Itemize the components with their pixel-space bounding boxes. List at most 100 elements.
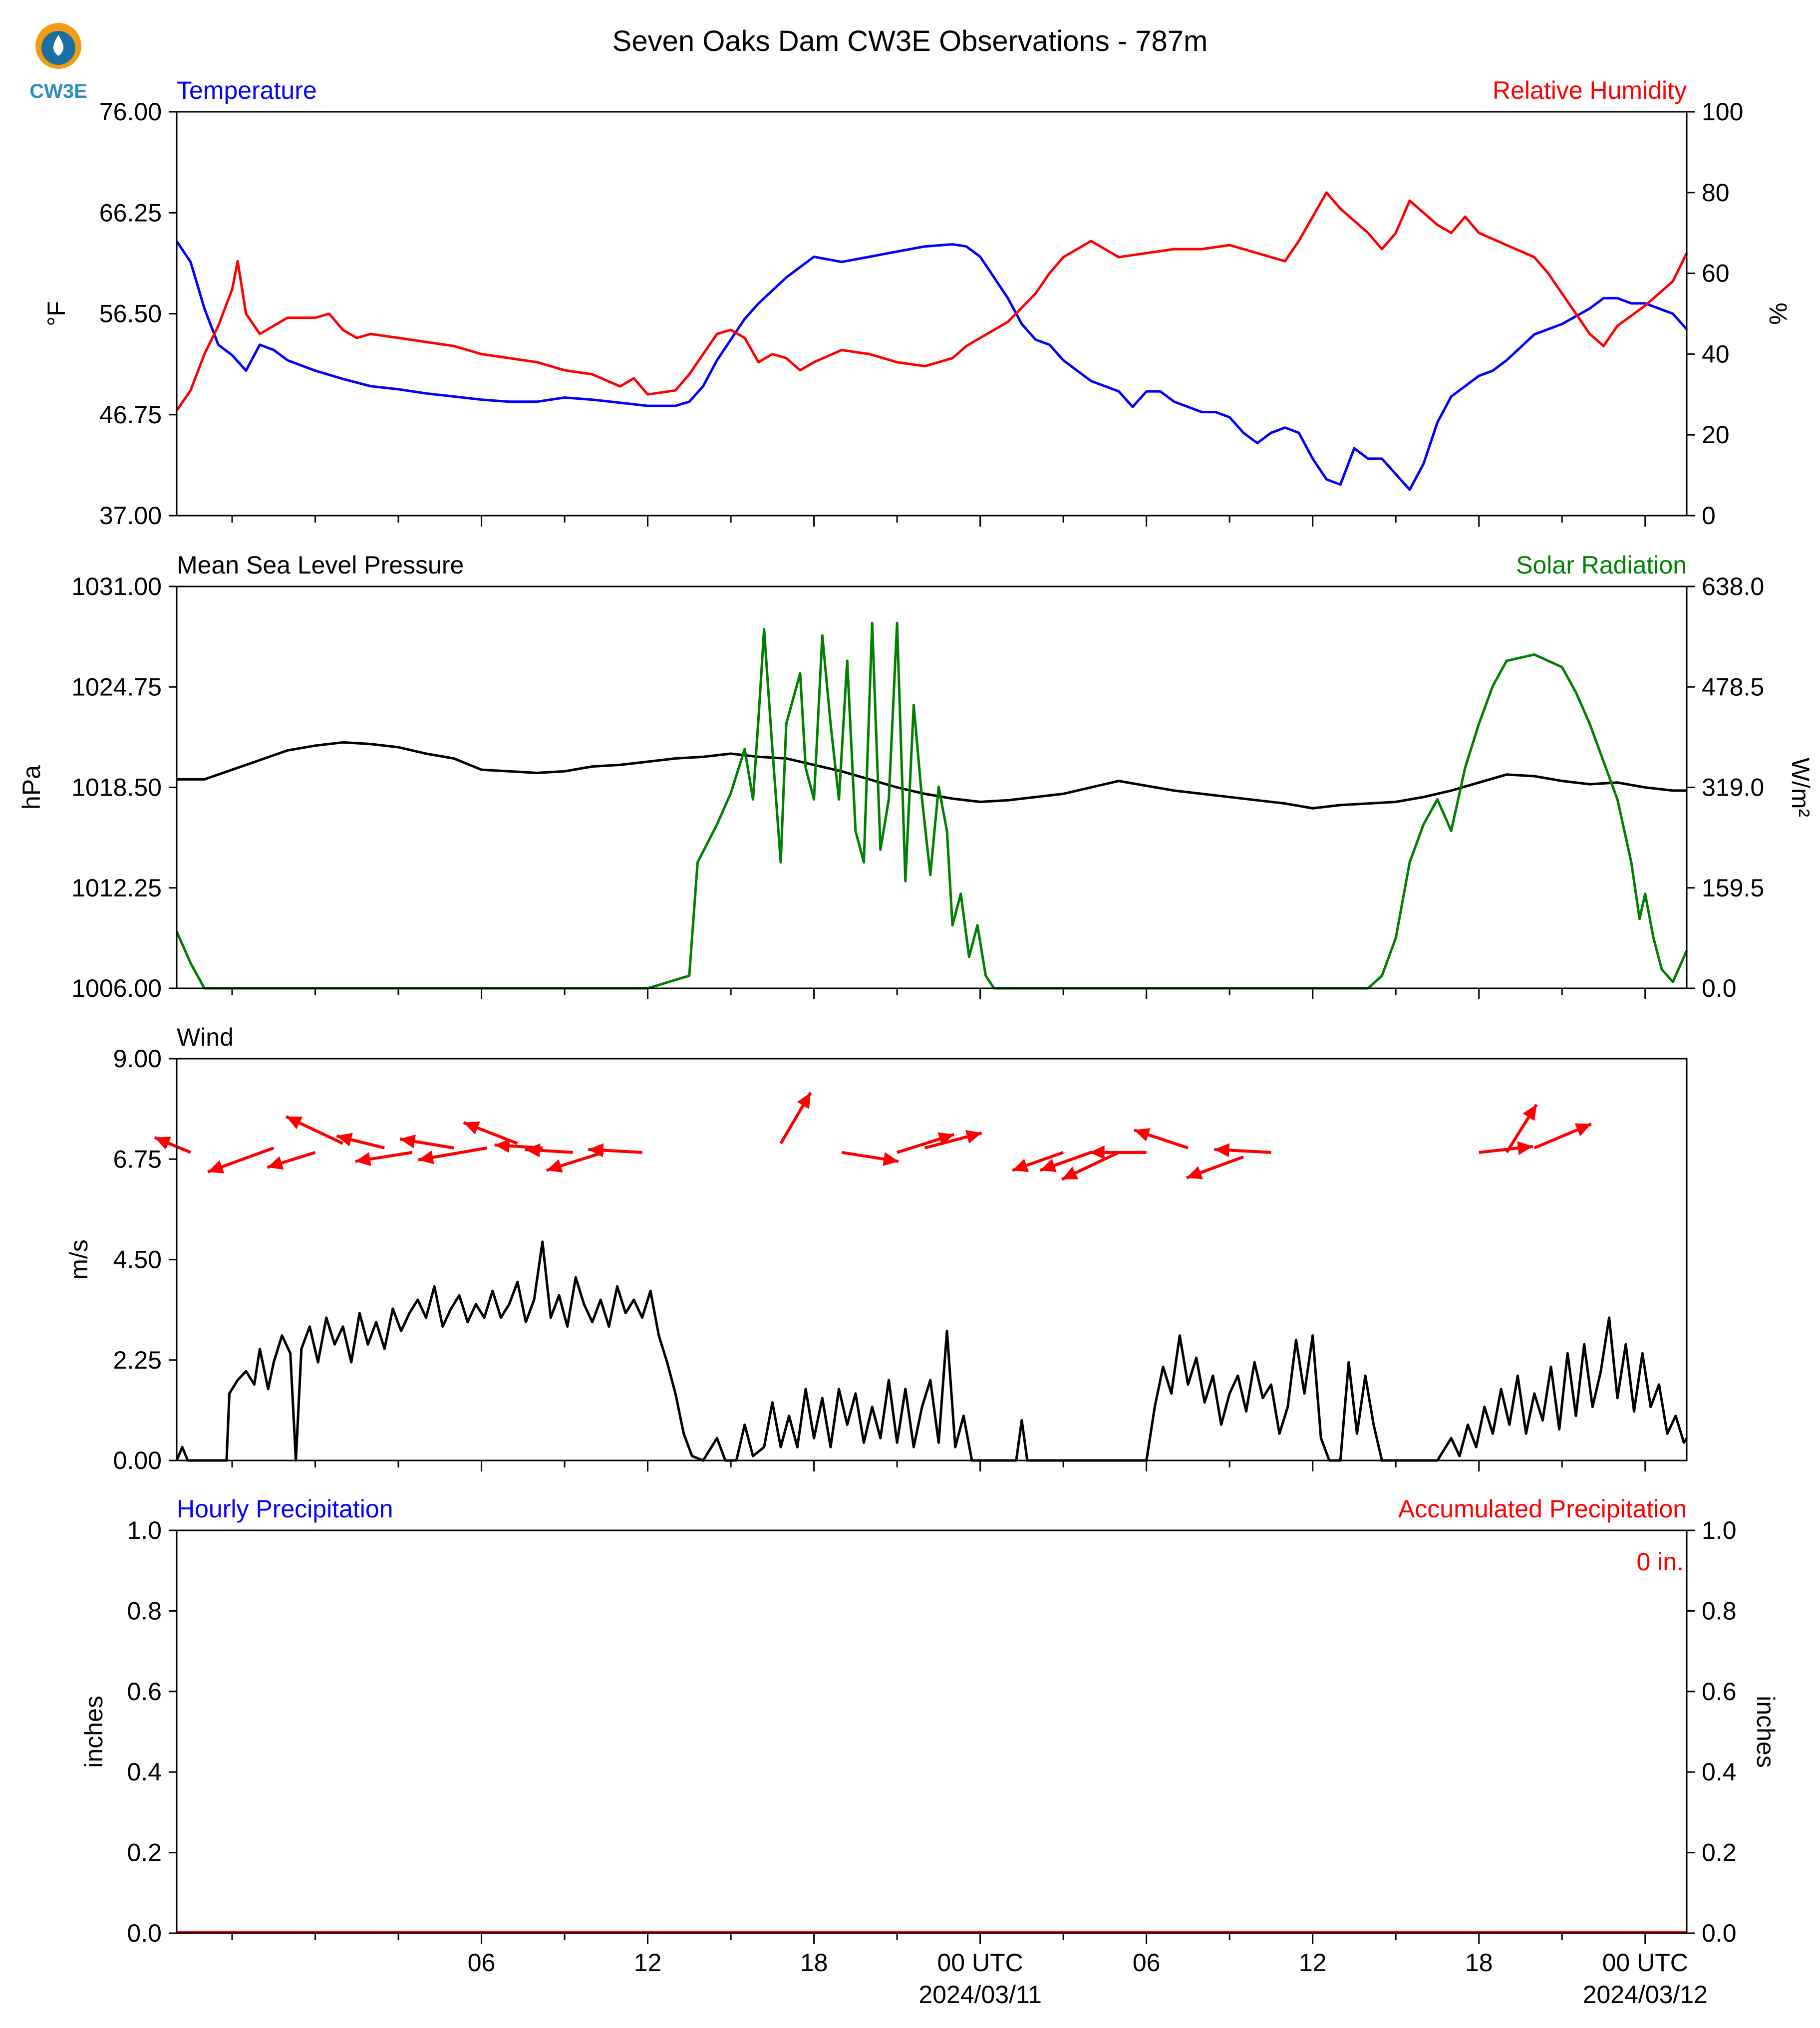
y-tick-label-right: 478.5 — [1702, 673, 1764, 701]
panel-precipitation: Hourly Precipitation Accumulated Precipit… — [80, 1495, 1780, 2009]
wind-vector — [355, 1151, 413, 1166]
y-axis-label-left: °F — [42, 301, 70, 326]
x-tick-label: 00 UTC — [1602, 1949, 1688, 1977]
wind-vector-head-icon — [1040, 1159, 1057, 1172]
y-tick-label-right: 100 — [1702, 98, 1743, 126]
y-tick-label-right: 0.6 — [1702, 1678, 1737, 1706]
x-tick-label: 18 — [1465, 1949, 1493, 1977]
y-tick-label-right: 0.8 — [1702, 1597, 1737, 1625]
figure-title: Seven Oaks Dam CW3E Observations - 787m — [612, 25, 1208, 57]
wind-vector-head-icon — [1062, 1166, 1079, 1179]
y-axis-label-left: m/s — [65, 1239, 93, 1280]
wind-vector-head-icon — [1522, 1104, 1537, 1121]
y-tick-label-left: 1012.25 — [71, 874, 162, 902]
wind-vector — [1214, 1143, 1271, 1158]
wind-vector-head-icon — [355, 1152, 371, 1166]
panel-right-title: Relative Humidity — [1493, 76, 1687, 104]
wind-vector — [841, 1151, 899, 1166]
wind-vector — [1133, 1128, 1189, 1150]
y-tick-label-left: 1031.00 — [71, 573, 162, 600]
panel-left-title: Temperature — [177, 76, 317, 104]
wind-vector — [525, 1143, 573, 1158]
wind-vector-head-icon — [154, 1137, 171, 1150]
wind-vector — [1186, 1155, 1244, 1179]
wind-vector — [1089, 1145, 1147, 1159]
wind-vector — [1533, 1123, 1592, 1150]
wind-vector-head-icon — [336, 1133, 353, 1147]
wind-vector-head-icon — [1574, 1123, 1591, 1137]
wind-vector-head-icon — [286, 1116, 303, 1130]
y-tick-label-left: 0.6 — [127, 1678, 162, 1706]
y-tick-label-left: 1006.00 — [71, 974, 162, 1002]
y-tick-label-right: 0.4 — [1702, 1758, 1737, 1786]
panel-left-title: Hourly Precipitation — [177, 1495, 393, 1523]
accumulated-annotation: 0 in. — [1636, 1548, 1684, 1576]
y-tick-label-right: 60 — [1702, 260, 1730, 288]
panel-frame — [176, 1058, 1688, 1461]
wind-vector — [418, 1146, 488, 1164]
x-tick-label: 00 UTC — [937, 1949, 1023, 1977]
y-axis-label-left: hPa — [17, 765, 45, 810]
x-tick-label: 06 — [468, 1949, 496, 1977]
wind-vector — [399, 1135, 454, 1150]
y-tick-label-left: 2.25 — [113, 1346, 162, 1374]
wind-vector — [285, 1115, 344, 1145]
wind-vector — [267, 1151, 316, 1170]
wind-vector — [588, 1143, 642, 1158]
panel-frame — [176, 1529, 1688, 1934]
y-tick-label-left: 9.00 — [113, 1045, 162, 1073]
series-line-temperature — [175, 240, 1688, 491]
y-tick-label-right: 1.0 — [1702, 1516, 1737, 1544]
wind-vector — [924, 1130, 982, 1150]
y-tick-label-left: 0.00 — [113, 1447, 162, 1474]
y-tick-label-right: 319.0 — [1702, 774, 1764, 802]
y-axis-label-right: inches — [1752, 1696, 1780, 1768]
wind-vector-head-icon — [965, 1130, 982, 1144]
y-tick-label-left: 1018.50 — [71, 774, 162, 802]
y-tick-label-left: 46.75 — [99, 401, 162, 429]
y-tick-label-left: 1024.75 — [71, 673, 162, 701]
wind-vector — [154, 1136, 191, 1154]
wind-vector-head-icon — [525, 1143, 541, 1158]
y-tick-label-left: 6.75 — [113, 1145, 162, 1173]
logo-text: CW3E — [29, 80, 87, 102]
y-tick-label-right: 40 — [1702, 340, 1730, 368]
series-line-relative-humidity — [175, 191, 1688, 412]
y-axis-label-right: W/m² — [1787, 758, 1815, 817]
wind-vector-head-icon — [267, 1156, 284, 1170]
y-tick-label-right: 638.0 — [1702, 573, 1764, 600]
wind-vector-head-icon — [546, 1159, 563, 1173]
series-line-wind-speed — [175, 1240, 1688, 1462]
x-tick-label: 18 — [800, 1949, 828, 1977]
wind-vector-head-icon — [1517, 1141, 1533, 1156]
x-tick-label: 12 — [1299, 1949, 1327, 1977]
y-tick-label-right: 20 — [1702, 421, 1730, 449]
y-tick-label-left: 56.50 — [99, 300, 162, 328]
x-date-label: 2024/03/11 — [918, 1981, 1042, 2009]
y-tick-label-right: 0.2 — [1702, 1839, 1737, 1867]
panel-left-title: Mean Sea Level Pressure — [177, 551, 464, 579]
wind-vector-head-icon — [883, 1152, 899, 1166]
wind-vector — [207, 1147, 275, 1173]
wind-vector-head-icon — [1186, 1166, 1203, 1179]
wind-vector-head-icon — [400, 1135, 416, 1149]
panel-pressure_solar: Mean Sea Level Pressure Solar Radiation 10… — [17, 551, 1815, 1002]
panel-right-title: Accumulated Precipitation — [1398, 1495, 1687, 1523]
y-axis-label-right: % — [1764, 302, 1792, 324]
y-tick-label-right: 80 — [1702, 179, 1730, 207]
y-tick-label-right: 159.5 — [1702, 874, 1764, 902]
wind-vector-head-icon — [1089, 1145, 1105, 1159]
y-axis-label-left: inches — [80, 1696, 108, 1768]
wind-vector-head-icon — [494, 1139, 510, 1153]
wind-vector — [546, 1151, 604, 1173]
panel-right-title: Solar Radiation — [1516, 551, 1687, 579]
wind-vector-head-icon — [797, 1092, 811, 1109]
y-tick-label-left: 0.8 — [127, 1597, 162, 1625]
panel-frame — [176, 111, 1688, 517]
panel-wind: Wind 9.00 6.75 4.50 2.25 0.00 m/s — [65, 1023, 1688, 1474]
y-tick-label-left: 66.25 — [99, 199, 162, 227]
wind-vector-head-icon — [208, 1160, 225, 1173]
wind-vector-head-icon — [588, 1143, 604, 1158]
